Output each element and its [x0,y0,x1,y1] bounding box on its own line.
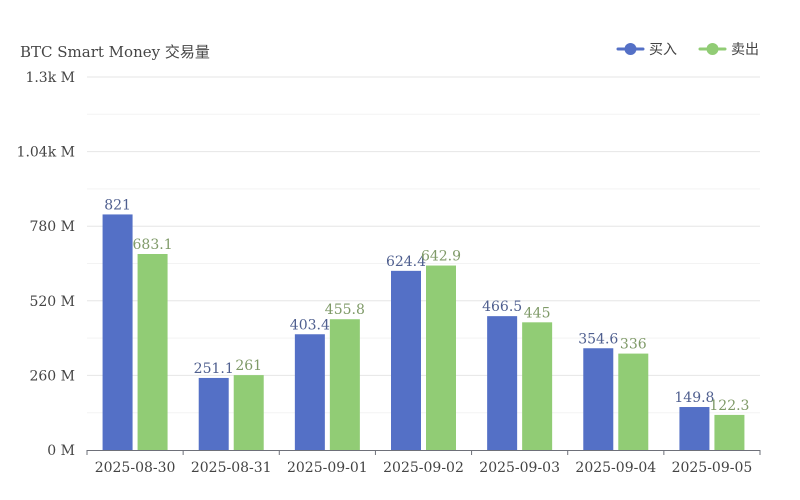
data-label: 122.3 [709,398,749,414]
legend-label: 卖出 [731,42,759,58]
x-axis: 2025-08-30 2025-08-31 2025-09-01 2025-09-02… [86,450,761,476]
bar-卖出-2025-09-04[interactable] [618,353,649,450]
x-tick-label: 2025-09-02 [383,460,464,476]
grid [87,76,760,414]
bar-卖出-2025-09-05[interactable] [714,414,745,450]
chart-title: BTC Smart Money 交易量 [20,43,210,61]
legend-label: 买入 [649,42,677,58]
y-tick-label: 780 M [29,219,75,235]
data-label: 455.8 [325,302,365,318]
bar-买入-2025-09-04[interactable] [583,348,614,450]
bar-卖出-2025-09-03[interactable] [522,322,553,450]
bar-买入-2025-09-01[interactable] [294,334,325,450]
y-axis-ticks: 0 M 260 M 520 M 780 M 1.04k M 1.3k M [17,70,75,459]
legend[interactable]: 买入 卖出 [616,42,759,58]
data-labels: 821 251.1 403.4 624.4 466.5 354.6 149.8 683.1 26… [104,197,749,413]
bar-卖出-2025-09-01[interactable] [329,319,360,450]
data-label: 336 [620,337,647,353]
legend-swatch-dot [624,43,637,55]
x-tick-label: 2025-08-30 [95,460,176,476]
data-label: 821 [104,197,131,213]
bar-卖出-2025-09-02[interactable] [426,265,456,450]
legend-item-卖出[interactable]: 卖出 [698,42,759,58]
y-tick-label: 260 M [29,368,75,384]
bar-买入-2025-08-31[interactable] [198,377,229,450]
data-label: 683.1 [133,237,173,253]
legend-item-买入[interactable]: 买入 [616,42,677,58]
bar-卖出-2025-08-31[interactable] [233,375,264,450]
data-label: 354.6 [578,331,618,347]
bars [102,214,745,450]
data-label: 403.4 [290,317,330,333]
data-label: 466.5 [482,299,522,315]
y-tick-label: 520 M [29,294,75,310]
x-tick-label: 2025-08-31 [191,460,272,476]
data-label: 445 [524,305,551,321]
y-tick-label: 1.3k M [25,70,75,86]
data-label: 642.9 [421,249,461,265]
bar-买入-2025-08-30[interactable] [102,214,133,450]
data-label: 624.4 [386,254,426,270]
y-tick-label: 1.04k M [17,145,75,161]
bar-卖出-2025-08-30[interactable] [137,254,168,450]
data-label: 251.1 [194,361,234,377]
data-label: 149.8 [674,390,714,406]
bar-买入-2025-09-02[interactable] [391,270,421,450]
legend-swatch-dot [706,43,719,55]
x-tick-label: 2025-09-01 [287,460,368,476]
x-tick-label: 2025-09-03 [479,460,560,476]
bar-买入-2025-09-03[interactable] [487,316,518,450]
y-tick-label: 0 M [47,443,75,459]
bar-买入-2025-09-05[interactable] [679,407,710,450]
x-tick-label: 2025-09-05 [672,460,753,476]
x-tick-label: 2025-09-04 [575,460,656,476]
data-label: 261 [235,358,262,374]
